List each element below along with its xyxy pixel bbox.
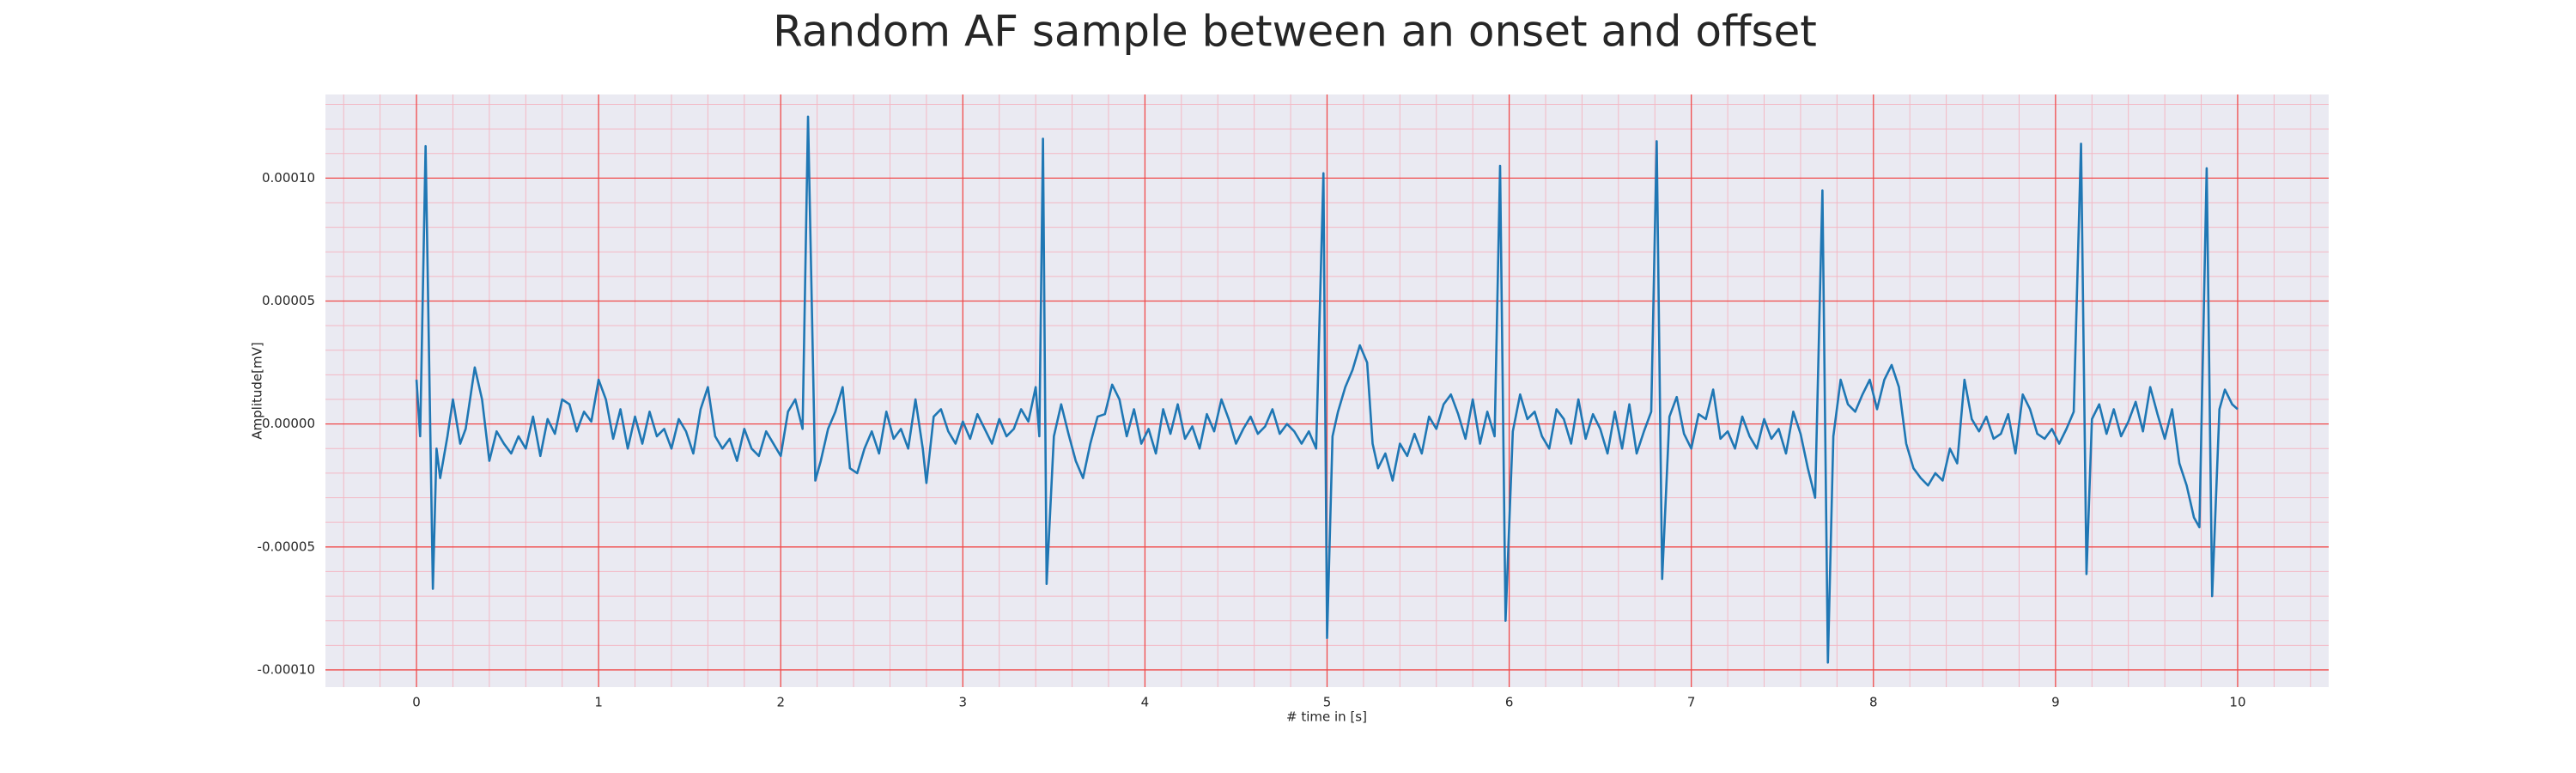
y-tick-label: 0.00000 [262,416,315,431]
x-tick-label: 10 [2229,695,2245,710]
x-tick-label: 3 [959,695,968,710]
x-tick-label: 6 [1505,695,1514,710]
x-tick-label: 4 [1141,695,1150,710]
x-tick-label: 1 [594,695,603,710]
chart-title: Random AF sample between an onset and of… [773,7,1817,57]
y-tick-label: -0.00005 [258,539,315,554]
y-tick-label: 0.00005 [262,293,315,308]
x-tick-label: 2 [776,695,785,710]
y-tick-label: -0.00010 [258,661,315,677]
x-axis-label: # time in [s] [1286,709,1367,725]
y-tick-label: 0.00010 [262,170,315,186]
x-tick-label: 0 [412,695,421,710]
x-tick-label: 5 [1323,695,1332,710]
x-tick-label: 9 [2051,695,2060,710]
plot [415,115,2239,664]
signal-line [415,115,2239,664]
x-tick-label: 8 [1869,695,1878,710]
y-axis-label: Amplitude[mV] [250,342,265,439]
x-tick-label: 7 [1687,695,1696,710]
